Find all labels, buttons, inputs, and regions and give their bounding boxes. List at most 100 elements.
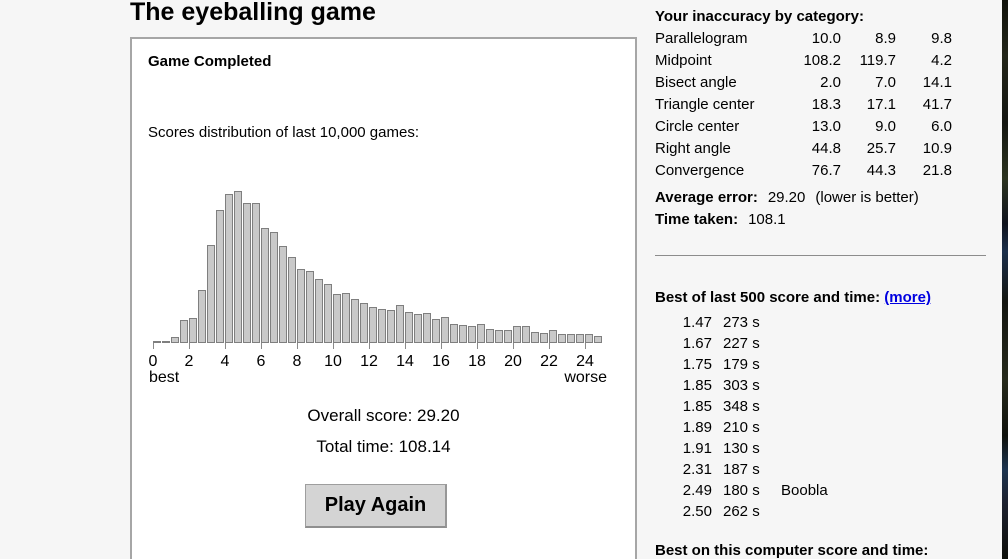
best-score-row: 1.85 348 s: [655, 398, 985, 419]
histogram-bar: [279, 246, 287, 343]
histogram-bar: [387, 310, 395, 343]
page-title: The eyeballing game: [130, 0, 376, 26]
best-score-time: 187 s: [723, 461, 760, 478]
more-link[interactable]: (more): [884, 289, 931, 306]
best-score-value: 1.75: [682, 356, 712, 373]
axis-tick-label: 2: [184, 353, 194, 370]
play-again-button[interactable]: Play Again: [305, 484, 447, 528]
best-score-row: 1.67 227 s: [655, 335, 985, 356]
histogram-bar: [306, 271, 314, 343]
histogram-bar: [540, 333, 548, 343]
histogram-bar: [216, 210, 224, 343]
category-value: 119.7: [859, 52, 896, 69]
category-value: 8.9: [875, 30, 896, 47]
best-score-value: 2.49: [682, 482, 712, 499]
axis-tick: [585, 343, 586, 349]
histogram-bar: [162, 341, 170, 343]
best-score-value: 2.50: [682, 503, 712, 520]
histogram-bar: [423, 313, 431, 343]
histogram-bar: [459, 325, 467, 343]
category-value: 21.8: [922, 162, 952, 179]
axis-tick-label: 18: [468, 353, 486, 370]
category-value: 108.2: [803, 52, 841, 69]
best-score-list: 1.47 273 s 1.67 227 s 1.75 179 s 1.85 303 s 1.85…: [655, 314, 985, 524]
category-value: 9.8: [931, 30, 952, 47]
category-value: 6.0: [931, 118, 952, 135]
histogram-bar: [189, 318, 197, 343]
axis-tick-label: 24: [576, 353, 594, 370]
best-score-value: 1.67: [682, 335, 712, 352]
summary-block: Average error: 29.20 (lower is better) Tim…: [655, 189, 919, 233]
best-score-row: 1.85 303 s: [655, 377, 985, 398]
axis-tick-label: 12: [360, 353, 378, 370]
histogram-bar: [171, 337, 179, 343]
x-axis-label-best: best: [149, 369, 180, 386]
histogram-bar: [261, 228, 269, 343]
inaccuracy-table: Parallelogram 10.0 8.9 9.8 Midpoint 108.2 119.…: [655, 30, 952, 184]
best500-header: Best of last 500 score and time: (more): [655, 289, 931, 306]
category-label: Convergence: [655, 162, 745, 179]
axis-tick-label: 0: [148, 353, 158, 370]
inaccuracy-row: Right angle 44.8 25.7 10.9: [655, 140, 952, 162]
category-label: Circle center: [655, 118, 740, 135]
axis-tick-label: 10: [324, 353, 342, 370]
inaccuracy-row: Midpoint 108.2 119.7 4.2: [655, 52, 952, 74]
best-score-time: 273 s: [723, 314, 760, 331]
axis-tick-label: 22: [540, 353, 558, 370]
score-histogram: 0 2 4 6 8 10 12 14 16 18 20 22 24 best worse: [149, 189, 609, 421]
histogram-bar: [549, 330, 557, 343]
axis-tick: [153, 343, 154, 349]
desktop-background-edge: [1002, 0, 1008, 559]
time-taken-line: Time taken: 108.1: [655, 211, 919, 233]
category-label: Bisect angle: [655, 74, 737, 91]
axis-tick: [297, 343, 298, 349]
best-score-row: 1.89 210 s: [655, 419, 985, 440]
best-score-value: 1.85: [682, 398, 712, 415]
sidebar-divider: [655, 255, 986, 256]
best-score-name: [781, 419, 985, 440]
best-score-name: [781, 335, 985, 356]
category-label: Midpoint: [655, 52, 712, 69]
best-computer-header: Best on this computer score and time:: [655, 542, 929, 559]
best-score-row: 1.91 130 s: [655, 440, 985, 461]
x-axis-label-worse: worse: [564, 369, 607, 386]
best-score-time: 130 s: [723, 440, 760, 457]
histogram-bar: [234, 191, 242, 343]
category-value: 44.3: [866, 162, 896, 179]
histogram-bar: [225, 194, 233, 343]
axis-tick-label: 20: [504, 353, 522, 370]
category-label: Triangle center: [655, 96, 755, 113]
best-score-time: 262 s: [723, 503, 760, 520]
histogram-bar: [450, 324, 458, 343]
best-score-name: [781, 503, 985, 524]
game-status-heading: Game Completed: [148, 53, 272, 70]
category-label: Parallelogram: [655, 30, 748, 47]
best-score-name: [781, 440, 985, 461]
best-score-time: 210 s: [723, 419, 760, 436]
stats-sidebar: Your inaccuracy by category: Parallelogr…: [655, 0, 1000, 559]
histogram-bar: [486, 329, 494, 343]
best-score-time: 227 s: [723, 335, 760, 352]
histogram-bar: [360, 303, 368, 343]
histogram-bar: [477, 324, 485, 343]
histogram-bar: [297, 269, 305, 343]
best-score-name: [781, 398, 985, 419]
inaccuracy-row: Convergence 76.7 44.3 21.8: [655, 162, 952, 184]
histogram-bar: [378, 309, 386, 343]
best-score-value: 1.89: [682, 419, 712, 436]
histogram-bar: [576, 334, 584, 343]
best-score-name: [781, 461, 985, 482]
axis-tick: [405, 343, 406, 349]
best-score-value: 1.47: [682, 314, 712, 331]
best-score-time: 179 s: [723, 356, 760, 373]
inaccuracy-row: Bisect angle 2.0 7.0 14.1: [655, 74, 952, 96]
category-value: 25.7: [866, 140, 896, 157]
category-value: 41.7: [922, 96, 952, 113]
histogram-bar: [522, 326, 530, 343]
histogram-bar: [315, 279, 323, 343]
inaccuracy-row: Triangle center 18.3 17.1 41.7: [655, 96, 952, 118]
histogram-bar: [369, 307, 377, 343]
histogram-bar: [405, 312, 413, 343]
best-score-time: 303 s: [723, 377, 760, 394]
average-error-line: Average error: 29.20 (lower is better): [655, 189, 919, 211]
